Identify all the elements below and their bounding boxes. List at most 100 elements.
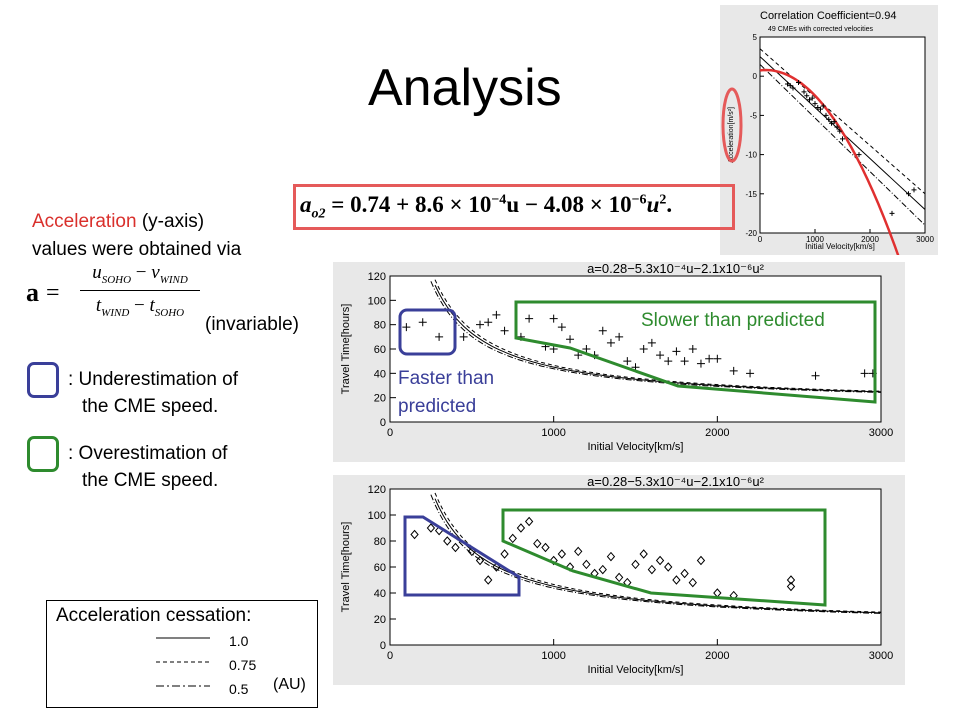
data-point: [837, 128, 843, 134]
equation-equals: =: [46, 280, 60, 306]
curve-05au: [430, 281, 882, 393]
data-point: [402, 323, 411, 332]
chart-title: Correlation Coefficient=0.94: [760, 10, 896, 22]
data-point: [746, 369, 755, 378]
data-point: [786, 575, 796, 585]
x-tick-label: 2000: [705, 650, 729, 662]
overestimation-legend: : Overestimation of the CME speed.: [68, 443, 228, 491]
data-point: [655, 555, 665, 566]
y-axis-label: Travel Time[hours]: [340, 304, 352, 395]
data-point: [647, 564, 657, 575]
acceleration-formula: ao2 = 0.74 + 8.6 × 10−4u − 4.08 × 10−6u2…: [300, 192, 673, 222]
data-point: [856, 152, 862, 158]
blue-legend-swatch: [27, 362, 59, 398]
cessation-unit: (AU): [273, 676, 306, 693]
underestimation-region: [398, 308, 457, 356]
data-point: [688, 577, 697, 588]
curve-1au: [434, 284, 882, 393]
data-point: [524, 516, 534, 527]
data-point: [785, 81, 790, 87]
overestimation-region: [514, 300, 877, 404]
data-point: [582, 559, 591, 570]
data-point: [557, 549, 567, 559]
slide-title: Analysis: [368, 59, 562, 117]
y-tick-label: 0: [753, 72, 758, 81]
data-point: [475, 555, 485, 566]
y-tick-label: 40: [374, 588, 386, 600]
underestimation-legend: : Underestimation of the CME speed.: [68, 369, 239, 417]
x-tick-label: 2000: [705, 427, 729, 439]
data-point: [672, 575, 681, 585]
curve-05au: [430, 494, 882, 614]
data-point: [889, 210, 895, 216]
data-point: [823, 112, 829, 118]
y-axis-label: Acceleration[m/s²]: [728, 107, 735, 163]
highlight-ellipse: [721, 87, 743, 163]
data-point: [614, 572, 624, 583]
x-tick-label: 3000: [869, 650, 893, 662]
formula-highlight-box: [293, 184, 735, 230]
data-point: [476, 320, 485, 329]
y-tick-label: 60: [374, 562, 386, 574]
data-point: [566, 335, 575, 344]
data-point: [639, 345, 648, 353]
data-point: [606, 338, 615, 347]
data-point: [664, 562, 673, 572]
x-tick-label: 3000: [869, 427, 893, 439]
cessation-line-samples: [156, 637, 210, 687]
x-tick-label: 0: [387, 427, 393, 439]
data-point: [598, 564, 607, 575]
data-point: [807, 97, 812, 103]
equation-fraction: uSOHO − vWIND tWIND − tSOHO: [80, 262, 200, 319]
data-point: [443, 536, 452, 546]
data-point: [500, 549, 509, 559]
data-point: [606, 551, 616, 562]
quadratic-fit-curve: [759, 68, 900, 255]
data-point: [451, 542, 460, 553]
data-point: [705, 354, 714, 363]
y-tick-label: 0: [380, 417, 386, 429]
curve-075au: [434, 492, 882, 613]
equation-lhs: a: [26, 278, 39, 307]
data-point: [549, 555, 558, 566]
data-point: [818, 106, 823, 112]
curve-075au: [434, 279, 882, 392]
fraction-numerator: uSOHO − vWIND: [80, 262, 200, 291]
x-tick-label: 1000: [541, 650, 565, 662]
data-point: [557, 323, 566, 332]
data-point: [809, 95, 815, 101]
data-point: [516, 523, 526, 533]
y-tick-label: 100: [368, 295, 386, 307]
data-point: [729, 366, 738, 375]
x-axis-label: Initial Velocity[km/s]: [588, 441, 684, 453]
acceleration-description: Acceleration (y-axis) values were obtain…: [32, 211, 242, 260]
data-point: [533, 538, 542, 549]
y-tick-label: -15: [745, 190, 757, 199]
data-point: [410, 529, 419, 540]
y-tick-label: 40: [374, 368, 386, 380]
chart-subtitle: 49 CMEs with corrected velocities: [768, 26, 874, 33]
data-point: [790, 85, 796, 91]
y-tick-label: 100: [368, 510, 386, 522]
data-point: [598, 326, 607, 335]
data-point: [492, 310, 501, 319]
data-point: [484, 575, 493, 585]
y-tick-label: 120: [368, 484, 386, 496]
y-tick-label: -10: [745, 151, 757, 160]
data-point: [820, 103, 826, 109]
overestimation-region: [501, 508, 827, 607]
plot-frame: [389, 488, 882, 646]
data-point: [713, 354, 722, 363]
x-tick-label: 3000: [916, 235, 934, 244]
data-point: [696, 555, 706, 566]
data-point: [829, 120, 834, 126]
data-point: [796, 79, 801, 85]
data-point: [656, 351, 665, 360]
data-point: [804, 93, 810, 99]
data-point: [664, 357, 673, 366]
y-tick-label: 5: [753, 33, 758, 42]
y-tick-label: 20: [374, 614, 386, 626]
y-tick-label: 20: [374, 393, 386, 405]
